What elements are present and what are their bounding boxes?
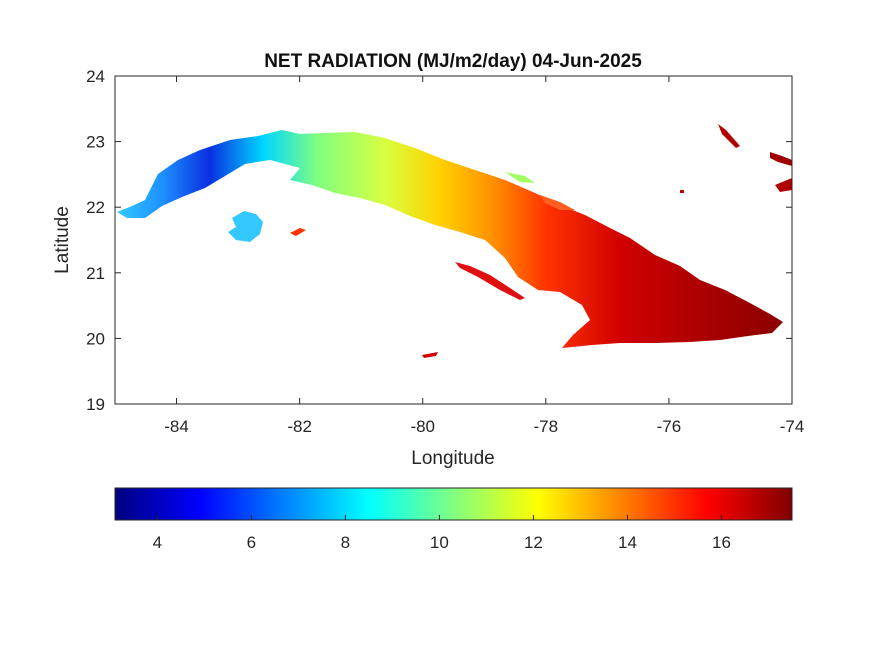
y-tick-label: 23 [86,133,105,152]
northern-cays-east [540,195,575,210]
y-tick-label: 22 [86,198,105,217]
cuba-main-island [117,130,783,348]
y-tick-label: 20 [86,329,105,348]
colorbar-tick-label: 4 [153,533,162,552]
colorbar-tick-label: 16 [712,533,731,552]
y-tick-label: 21 [86,264,105,283]
y-tick-label: 24 [86,67,105,86]
colorbar-tick-label: 8 [341,533,350,552]
x-tick-label: -82 [287,417,312,436]
colorbar-tick-label: 14 [618,533,637,552]
y-tick-label: 19 [86,395,105,414]
southern-cay-west [290,228,306,236]
x-tick-label: -74 [780,417,805,436]
map-axes-frame [114,75,793,405]
northern-cays [505,172,535,183]
map-title: NET RADIATION (MJ/m2/day) 04-Jun-2025 [264,51,642,72]
colorbar-tick-label: 6 [247,533,256,552]
x-tick-label: -80 [410,417,435,436]
colorbar-ticks: 4 6 8 10 12 14 16 [153,515,731,552]
island-layer [117,124,792,358]
isla-de-la-juventud [228,211,263,242]
bahamas-fragment [718,124,740,148]
y-axis-label: Latitude [52,206,73,274]
southern-cay-small [422,352,438,358]
hispaniola-fragment-2 [775,178,792,192]
x-tick-label: -78 [534,417,559,436]
hispaniola-fragment [770,152,792,166]
colorbar-gradient [114,487,793,521]
southern-cays [455,262,525,300]
colorbar: 4 6 8 10 12 14 16 [114,487,793,552]
x-tick-label: -84 [164,417,189,436]
map-tick-marks: -84 -82 -80 -78 -76 -74 19 20 21 22 23 24 [86,67,804,436]
colorbar-tick-label: 12 [524,533,543,552]
map-axes: -84 -82 -80 -78 -76 -74 19 20 21 22 23 24 [86,67,804,436]
x-tick-label: -76 [657,417,682,436]
small-cay-east [680,190,684,193]
colorbar-tick-label: 10 [430,533,449,552]
map-plot-area [115,76,792,404]
x-axis-label: Longitude [411,448,494,469]
